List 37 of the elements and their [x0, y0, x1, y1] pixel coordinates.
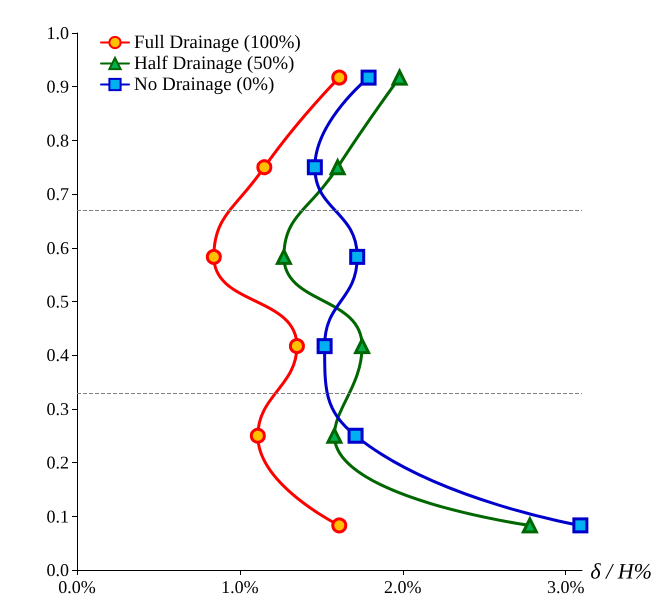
point [288, 338, 305, 354]
y-tick-label: 0.9 [46, 76, 69, 97]
point [250, 428, 266, 444]
point [316, 338, 333, 354]
legend-label: Full Drainage (100%) [134, 32, 301, 53]
y-tick-label: 0.6 [46, 238, 69, 258]
legend-label: No Drainage (0%) [134, 74, 274, 95]
y-tick-label: 0.5 [46, 292, 69, 312]
x-tick-label: 1.0% [221, 577, 259, 597]
point [326, 428, 342, 444]
point [572, 517, 588, 534]
point [306, 159, 323, 176]
y-tick-label: 0.4 [46, 345, 69, 366]
point [331, 517, 348, 534]
x-tick-label: 3.0% [546, 577, 584, 597]
point [348, 428, 364, 444]
y-tick-label: 0.1 [46, 506, 69, 526]
point [360, 70, 377, 86]
y-tick-label: 0.8 [46, 130, 69, 150]
point [354, 338, 370, 354]
x-tick-label: 0.0% [58, 577, 96, 597]
y-tick-label: 1.0 [46, 23, 69, 43]
y-tick-label: 0.7 [46, 184, 69, 204]
point [330, 159, 346, 176]
y-tick-label: 0.3 [46, 398, 69, 419]
point [331, 70, 348, 86]
point [349, 248, 366, 265]
y-tick-label: 0.2 [46, 452, 69, 473]
x-axis-title: δ / H% [590, 558, 652, 584]
y-tick-label: 0.0 [46, 560, 69, 580]
point [206, 248, 222, 265]
point [522, 517, 538, 534]
legend-label: Half Drainage (50%) [134, 53, 294, 74]
x-tick-label: 2.0% [384, 577, 422, 597]
point [256, 159, 272, 176]
point [392, 70, 408, 86]
point [276, 248, 292, 265]
